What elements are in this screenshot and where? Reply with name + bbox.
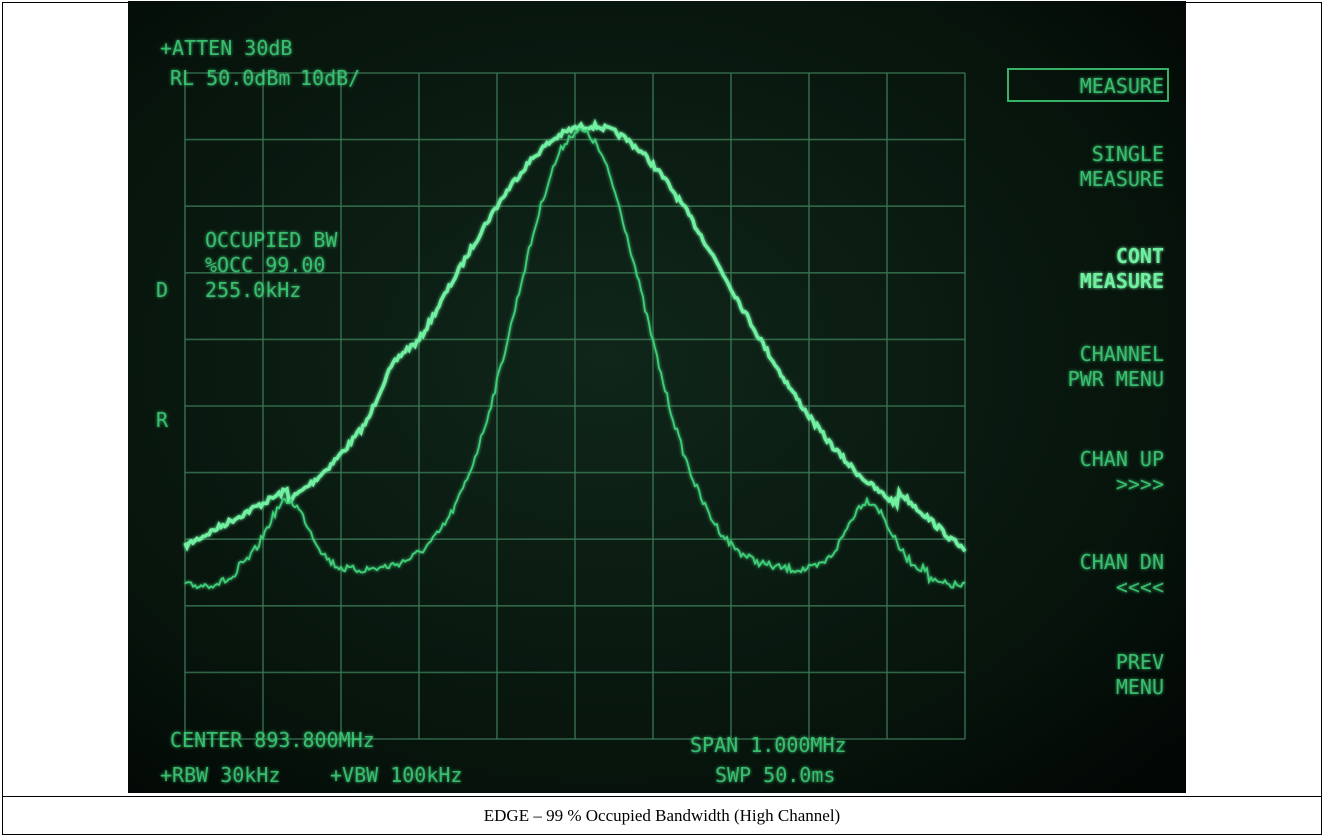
analyzer-photo: +ATTEN 30dB RL 50.0dBm 10dB/ OCCUPIED BW… [128, 1, 1186, 793]
softkey-label[interactable]: MEASURE [1080, 167, 1164, 191]
softkey-label[interactable]: CONT [1116, 244, 1164, 268]
softkey-label[interactable]: MEASURE [1080, 74, 1164, 98]
vbw: +VBW 100kHz [330, 763, 462, 787]
softkey-label[interactable]: >>>> [1116, 472, 1164, 496]
traces [183, 118, 967, 590]
marker-label: R [156, 408, 169, 432]
wide-trace [183, 118, 967, 553]
center-freq: CENTER 893.800MHz [170, 728, 375, 752]
softkey-label[interactable]: SINGLE [1092, 142, 1164, 166]
softkey-label[interactable]: CHAN DN [1080, 550, 1164, 574]
span: SPAN 1.000MHz [690, 733, 847, 757]
softkey-label[interactable]: MEASURE [1080, 269, 1164, 293]
rbw: +RBW 30kHz [160, 763, 280, 787]
softkey-label[interactable]: MENU [1116, 675, 1164, 699]
marker-label: D [156, 278, 168, 302]
screen-text: +ATTEN 30dB RL 50.0dBm 10dB/ OCCUPIED BW… [156, 36, 1164, 787]
readout-title: OCCUPIED BW [205, 228, 338, 252]
screen-background [128, 1, 1186, 793]
readout-percent: %OCC 99.00 [205, 253, 325, 277]
readout-bandwidth: 255.0kHz [205, 278, 301, 302]
atten: +ATTEN 30dB [160, 36, 292, 60]
scale: 10dB/ [300, 66, 360, 90]
sweep: SWP 50.0ms [715, 763, 835, 787]
narrow-trace [184, 127, 966, 590]
caption: EDGE – 99 % Occupied Bandwidth (High Cha… [3, 796, 1321, 835]
graticule [184, 72, 966, 740]
ref-level: RL 50.0dBm [170, 66, 290, 90]
softkey-label[interactable]: CHANNEL [1080, 342, 1164, 366]
softkey-frame [1007, 68, 1169, 102]
softkey-label[interactable]: CHAN UP [1080, 447, 1164, 471]
softkey-label[interactable]: PWR MENU [1068, 367, 1164, 391]
softkey-label[interactable]: <<<< [1116, 575, 1164, 599]
softkey-label[interactable]: PREV [1116, 650, 1164, 674]
